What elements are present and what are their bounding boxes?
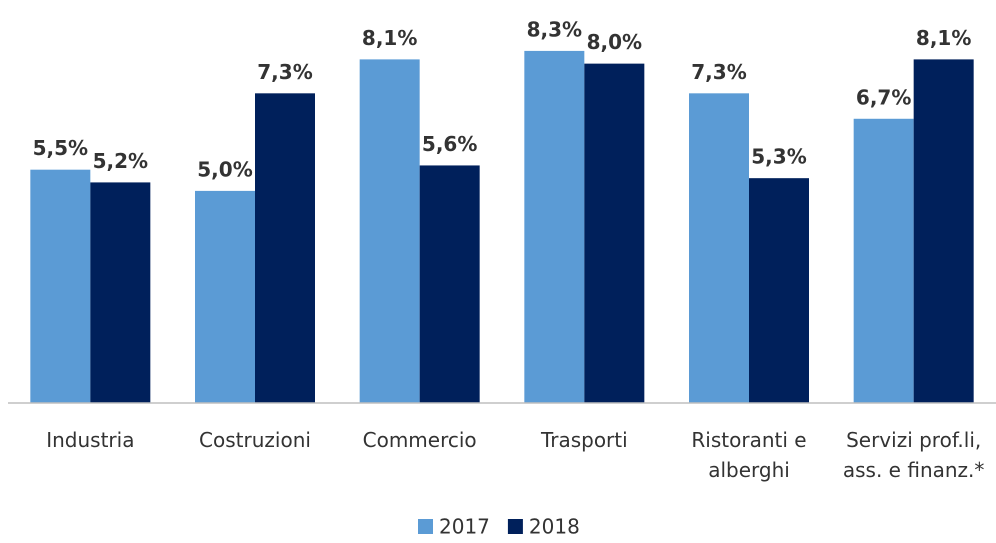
x-tick-label: Servizi prof.li, ass. e finanz.* xyxy=(842,428,985,482)
value-label: 5,6% xyxy=(422,132,477,156)
value-label: 5,5% xyxy=(33,136,88,160)
bar xyxy=(689,93,749,403)
x-tick-label: Costruzioni xyxy=(199,428,311,452)
value-label: 8,0% xyxy=(587,30,642,54)
bar xyxy=(524,50,585,403)
bar xyxy=(584,63,645,403)
value-label: 8,1% xyxy=(362,26,417,50)
bar xyxy=(913,59,974,404)
bar xyxy=(419,165,480,403)
value-label: 6,7% xyxy=(856,85,911,109)
legend-swatch xyxy=(418,519,433,534)
value-label: 8,3% xyxy=(527,17,582,41)
legend-swatch xyxy=(507,519,523,534)
value-label: 5,2% xyxy=(93,149,148,173)
x-tick-label: Industria xyxy=(46,428,135,452)
value-label: 5,0% xyxy=(197,157,252,181)
bar xyxy=(195,190,255,403)
bar xyxy=(359,59,420,404)
bar xyxy=(853,118,914,404)
legend-label: 2018 xyxy=(529,515,580,539)
value-label: 7,3% xyxy=(257,60,312,84)
bar xyxy=(255,93,315,403)
value-label: 8,1% xyxy=(916,26,971,50)
x-tick-label: Ristoranti e alberghi xyxy=(691,428,807,482)
value-label: 7,3% xyxy=(691,60,746,84)
bar xyxy=(749,178,809,403)
legend-label: 2017 xyxy=(439,515,490,539)
value-label: 5,3% xyxy=(751,145,806,169)
x-tick-label: Trasporti xyxy=(540,428,628,452)
bar xyxy=(30,169,91,403)
x-tick-label: Commercio xyxy=(362,428,477,452)
bar xyxy=(90,182,151,403)
